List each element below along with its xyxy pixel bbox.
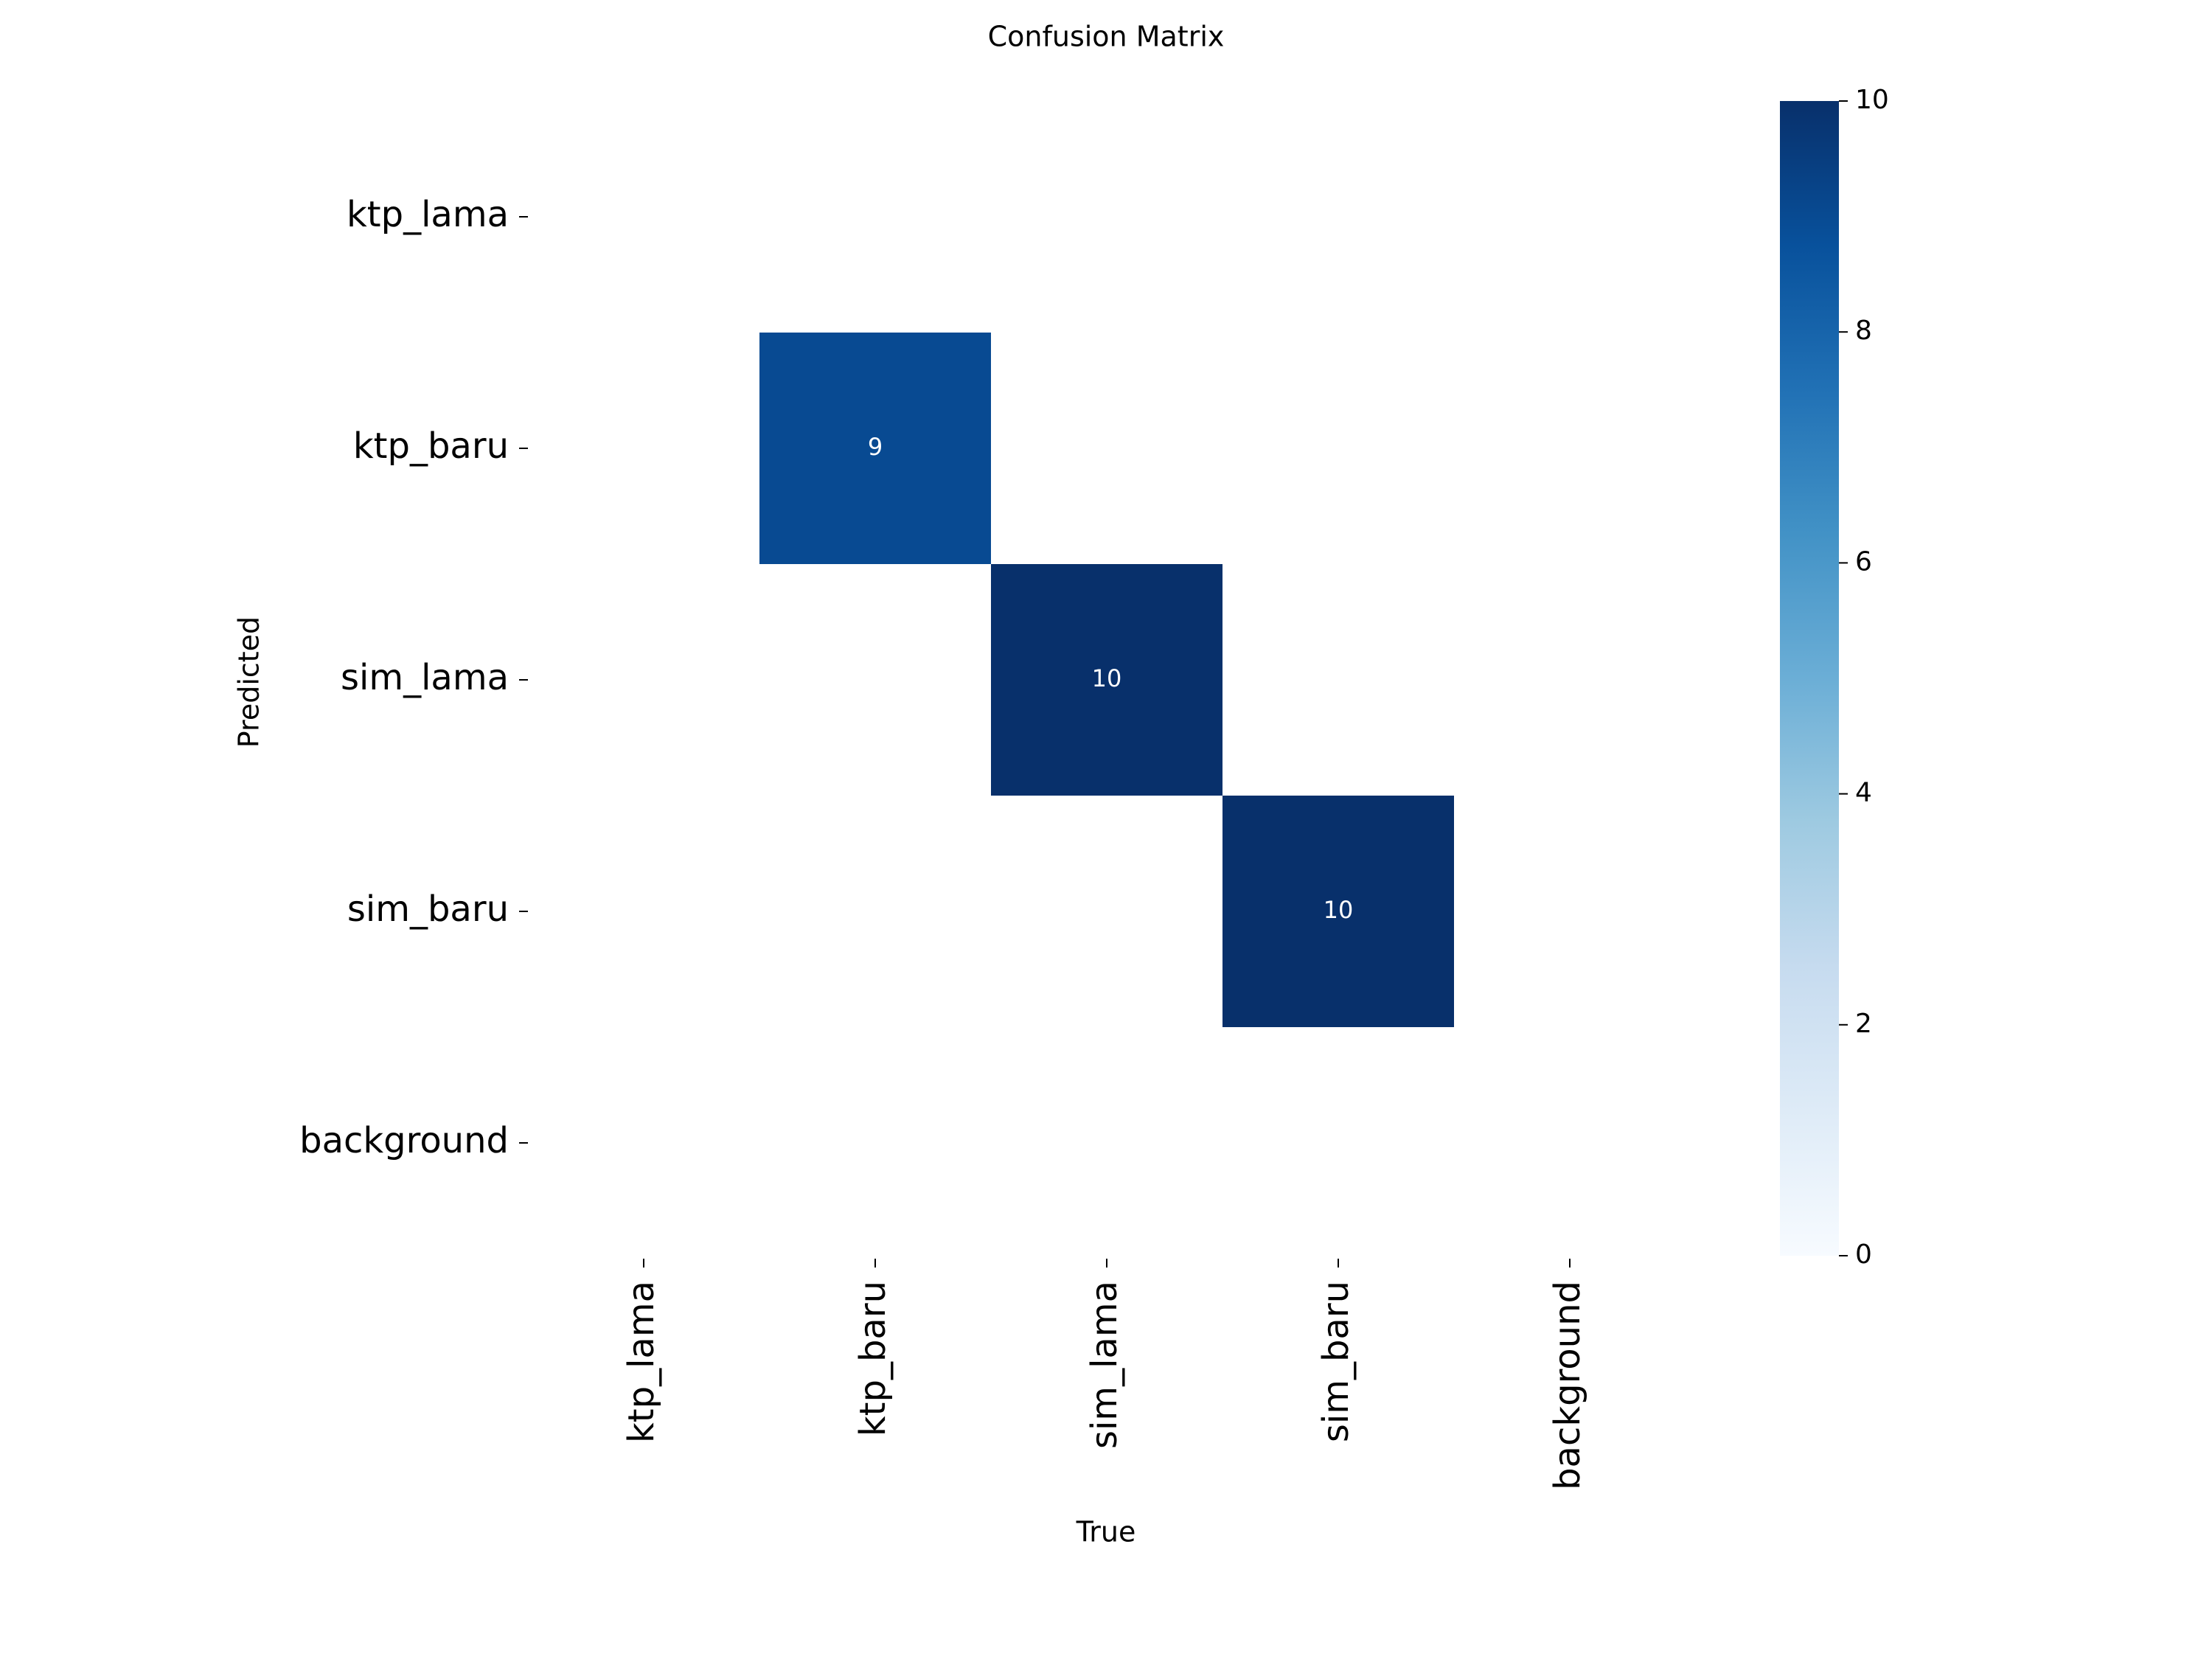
colorbar-tick-label: 2 xyxy=(1855,1009,1872,1039)
y-tick-label: ktp_baru xyxy=(353,425,509,467)
heatmap-cells xyxy=(759,333,1454,1027)
y-tick-label: background xyxy=(299,1120,509,1161)
colorbar-tick-label: 0 xyxy=(1855,1239,1872,1270)
cell-value-label: 10 xyxy=(1092,664,1122,692)
cell-value-label: 10 xyxy=(1324,896,1354,924)
y-tick-label: sim_baru xyxy=(347,889,509,930)
x-axis-label: True xyxy=(1076,1516,1136,1548)
y-axis-label: Predicted xyxy=(233,616,265,748)
colorbar-tick-label: 6 xyxy=(1855,546,1872,577)
heatmap-cell-labels: 9 10 10 xyxy=(868,433,1354,924)
x-axis-ticks: ktp_lama ktp_baru sim_lama sim_baru backgrou… xyxy=(621,1259,1588,1490)
y-tick-label: ktp_lama xyxy=(347,194,509,235)
heatmap-cell xyxy=(759,333,991,564)
x-tick-label: ktp_baru xyxy=(852,1281,894,1436)
x-tick-label: background xyxy=(1547,1281,1588,1490)
x-tick-label: sim_lama xyxy=(1084,1281,1125,1449)
y-tick-label: sim_lama xyxy=(341,657,509,698)
colorbar xyxy=(1780,101,1839,1256)
x-tick-label: sim_baru xyxy=(1315,1281,1357,1442)
colorbar-tick-label: 4 xyxy=(1855,778,1872,808)
colorbar-tick-label: 10 xyxy=(1855,85,1889,115)
y-axis-ticks: ktp_lama ktp_baru sim_lama sim_baru backgrou… xyxy=(299,194,528,1161)
chart-title: Confusion Matrix xyxy=(988,21,1225,53)
cell-value-label: 9 xyxy=(868,433,883,461)
heatmap-cell xyxy=(1222,796,1454,1027)
colorbar-tick-label: 8 xyxy=(1855,316,1872,346)
heatmap-cell xyxy=(991,564,1222,796)
colorbar-ticks: 0 2 4 6 8 10 xyxy=(1839,85,1889,1270)
x-tick-label: ktp_lama xyxy=(621,1281,662,1443)
